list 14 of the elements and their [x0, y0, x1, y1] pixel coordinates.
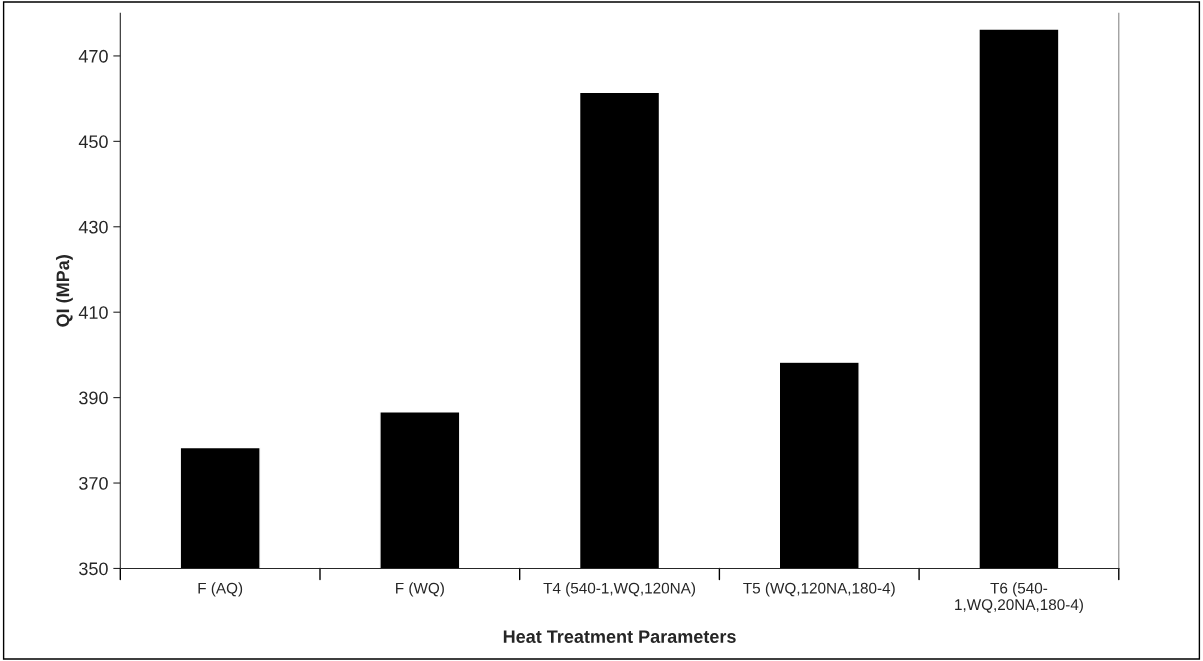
x-tick-label: F (WQ) — [396, 582, 444, 597]
x-axis-title: Heat Treatment Parameters — [503, 630, 736, 643]
y-tick-label: 470 — [78, 49, 108, 63]
y-tick-label: 390 — [79, 391, 108, 405]
y-tick-label: 370 — [79, 476, 108, 490]
y-tick-label: 350 — [79, 562, 108, 576]
x-tick-label: T5 (WQ,120NA,180-4) — [743, 582, 895, 597]
y-tick-label: 410 — [78, 306, 108, 319]
x-tick-label: F (AQ) — [198, 582, 243, 597]
x-tick-label: T6 (540- 1,WQ,20NA,180-4) — [955, 582, 1083, 614]
y-tick-label: 430 — [78, 220, 108, 234]
y-axis-title: QI (MPa) — [55, 255, 73, 327]
x-tick-label: T4 (540-1,WQ,120NA) — [543, 582, 696, 597]
y-tick-label: 450 — [78, 135, 108, 149]
